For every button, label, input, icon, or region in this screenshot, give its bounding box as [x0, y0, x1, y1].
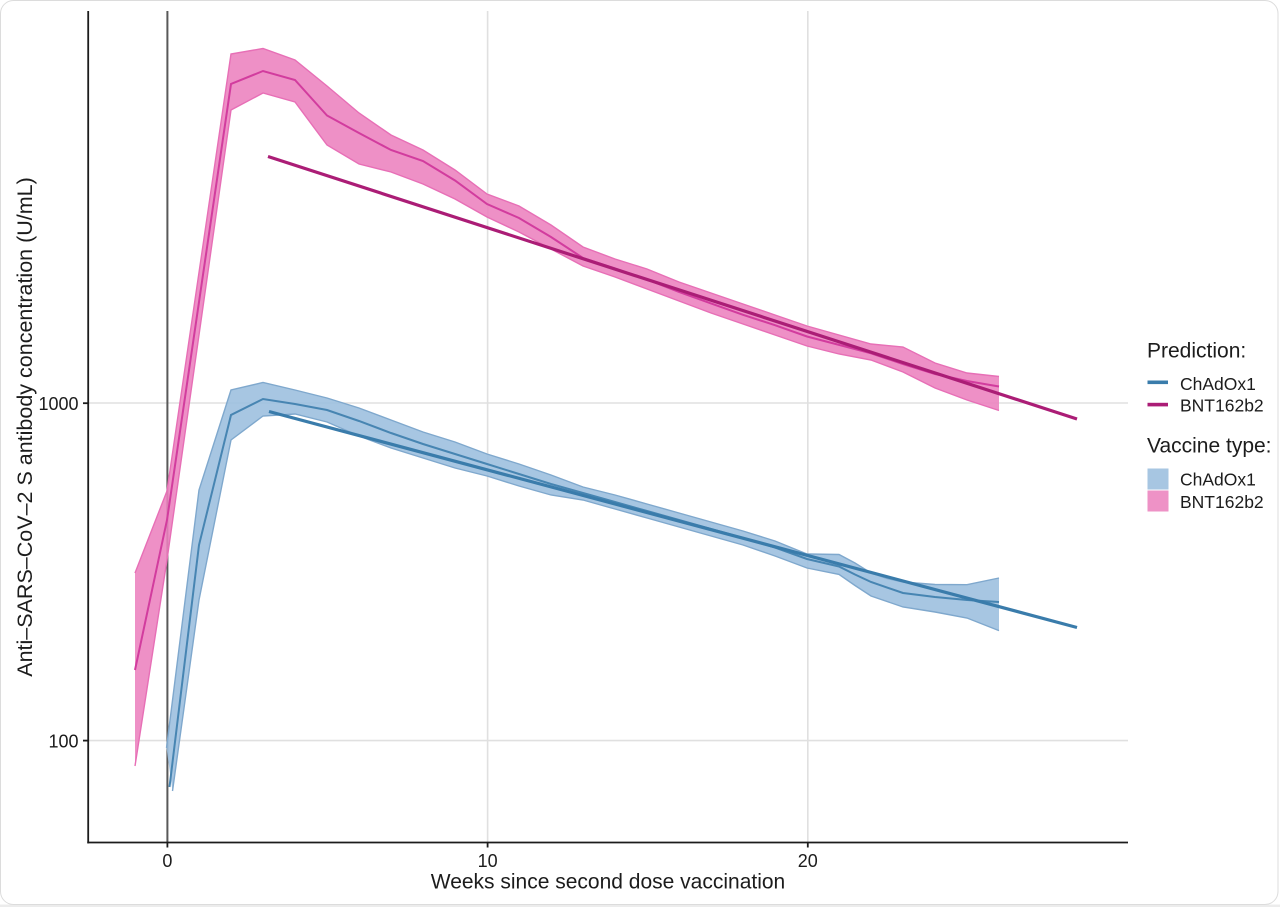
svg-text:20: 20 — [798, 851, 818, 871]
svg-text:1000: 1000 — [38, 394, 78, 414]
svg-text:BNT162b2: BNT162b2 — [1180, 492, 1264, 512]
svg-text:0: 0 — [162, 851, 172, 871]
svg-text:ChAdOx1: ChAdOx1 — [1180, 470, 1256, 490]
svg-text:100: 100 — [48, 731, 78, 751]
svg-text:Prediction:: Prediction: — [1147, 340, 1246, 363]
svg-text:BNT162b2: BNT162b2 — [1180, 395, 1264, 415]
svg-text:Anti–SARS–CoV–2 S antibody con: Anti–SARS–CoV–2 S antibody concentration… — [13, 177, 37, 677]
svg-text:Weeks since second dose vaccin: Weeks since second dose vaccination — [431, 871, 785, 894]
svg-text:10: 10 — [478, 851, 498, 871]
svg-text:ChAdOx1: ChAdOx1 — [1180, 374, 1256, 394]
svg-text:Vaccine type:: Vaccine type: — [1147, 435, 1272, 458]
